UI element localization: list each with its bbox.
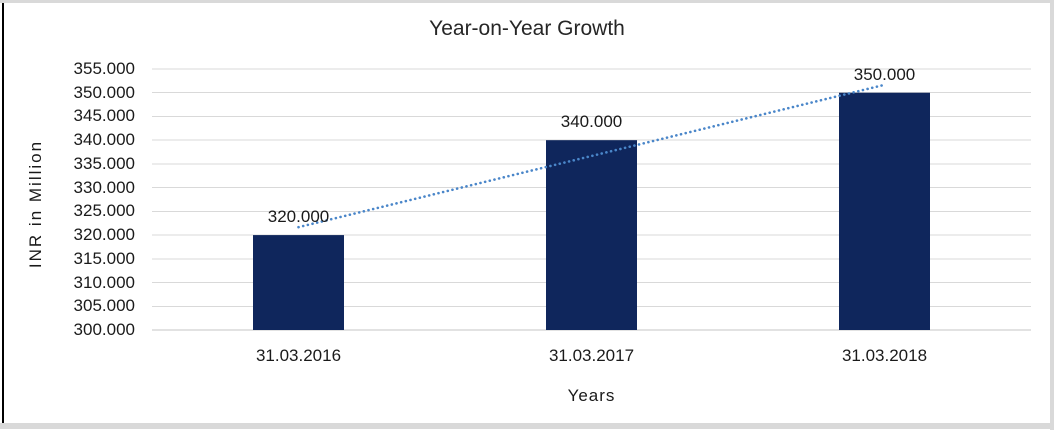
x-category-label: 31.03.2017 [548, 346, 635, 365]
bar-data-label: 340.000 [560, 112, 623, 132]
x-category-label: 31.03.2018 [841, 346, 928, 365]
window-border-top [0, 0, 1054, 3]
x-axis-title: Years [567, 386, 616, 405]
y-tick-label: 315.000 [73, 248, 135, 268]
y-tick-label: 340.000 [73, 130, 135, 150]
bar-data-label: 320.000 [267, 207, 330, 227]
y-tick-label: 310.000 [73, 272, 135, 292]
y-tick-label: 355.000 [73, 59, 135, 78]
y-tick-label: 300.000 [73, 320, 135, 339]
x-category-label: 31.03.2016 [255, 346, 342, 365]
bar[interactable] [253, 235, 344, 330]
y-tick-label: 345.000 [73, 106, 135, 126]
bar-data-label: 350.000 [853, 64, 916, 84]
window-border-bottom [0, 423, 1054, 429]
chart-title: Year-on-Year Growth [429, 17, 625, 40]
y-tick-label: 330.000 [73, 177, 135, 197]
y-tick-label: 305.000 [73, 296, 135, 316]
trendline[interactable] [297, 83, 886, 229]
y-axis-title: INR in Million [26, 139, 45, 269]
y-tick-label: 320.000 [73, 225, 135, 245]
window-border-right [1050, 0, 1054, 430]
y-tick-label: 350.000 [73, 82, 135, 102]
y-tick-label: 335.000 [73, 153, 135, 173]
bar[interactable] [839, 92, 930, 331]
y-tick-label: 325.000 [73, 201, 135, 221]
window-border-left [2, 3, 4, 423]
bar[interactable] [546, 140, 637, 330]
